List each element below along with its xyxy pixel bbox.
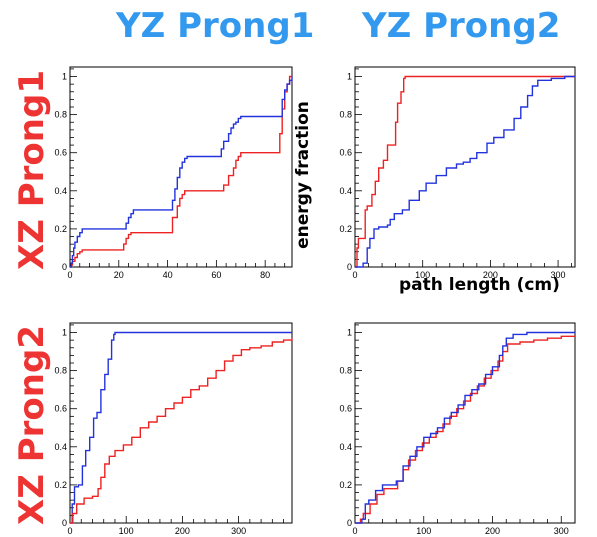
y-tick-label: 1 xyxy=(347,328,352,338)
y-tick-label: 0.2 xyxy=(54,224,67,234)
x-tick-label: 300 xyxy=(231,526,246,536)
series-line-red xyxy=(70,338,293,524)
x-tick-label: 100 xyxy=(119,526,134,536)
chart-panel-2: 0 100 200 300 0 0.2 0.4 0.6 0.8 1 xyxy=(339,66,576,280)
series-line-red xyxy=(355,335,575,524)
y-tick-label: 0.4 xyxy=(339,186,352,196)
chart-panel-4: 0 100 200 300 0 0.2 0.4 0.6 0.8 1 xyxy=(339,322,576,536)
plot-frame xyxy=(69,322,293,524)
series-line-blue xyxy=(355,331,575,524)
chart-panel-1: 0 20 40 60 80 0 0.2 0.4 0.6 0.8 1 xyxy=(54,66,293,280)
y-tick-label: 0 xyxy=(347,262,352,272)
x-tick-label: 0 xyxy=(67,270,72,280)
y-tick-label: 0 xyxy=(347,518,352,528)
column-title-yz-prong2: YZ Prong2 xyxy=(362,6,561,46)
y-tick-label: 1 xyxy=(347,72,352,82)
y-axis-label: energy fraction xyxy=(293,101,313,249)
y-tick-label: 0.8 xyxy=(339,110,352,120)
y-tick-label: 1 xyxy=(62,72,67,82)
series-line-blue xyxy=(70,76,293,268)
x-tick-label: 40 xyxy=(163,270,173,280)
y-tick-label: 0 xyxy=(62,518,67,528)
y-tick-label: 0.8 xyxy=(339,366,352,376)
y-tick-label: 0.6 xyxy=(54,404,67,414)
x-tick-label: 100 xyxy=(416,526,431,536)
plot-frame xyxy=(354,322,576,524)
series-line-red xyxy=(70,75,292,268)
y-tick-label: 0.2 xyxy=(54,480,67,490)
x-tick-label: 0 xyxy=(67,526,72,536)
y-tick-label: 0.4 xyxy=(54,186,67,196)
x-tick-label: 200 xyxy=(483,270,498,280)
y-tick-label: 1 xyxy=(62,328,67,338)
x-tick-label: 200 xyxy=(175,526,190,536)
x-tick-label: 0 xyxy=(352,526,357,536)
series-line-blue xyxy=(355,75,575,268)
y-tick-label: 0.8 xyxy=(54,366,67,376)
y-tick-label: 0.2 xyxy=(339,480,352,490)
y-tick-label: 0.8 xyxy=(54,110,67,120)
x-tick-label: 200 xyxy=(485,526,500,536)
y-tick-label: 0.6 xyxy=(339,404,352,414)
x-tick-label: 300 xyxy=(551,270,566,280)
x-tick-label: 20 xyxy=(114,270,124,280)
x-tick-label: 0 xyxy=(352,270,357,280)
series-line-red xyxy=(355,75,575,268)
y-tick-label: 0.6 xyxy=(54,148,67,158)
y-tick-label: 0.4 xyxy=(339,442,352,452)
plot-frame xyxy=(354,66,576,268)
x-tick-label: 60 xyxy=(211,270,221,280)
y-tick-label: 0.6 xyxy=(339,148,352,158)
column-title-yz-prong1: YZ Prong1 xyxy=(116,6,315,46)
y-tick-label: 0.4 xyxy=(54,442,67,452)
series-line-blue xyxy=(70,331,292,524)
x-tick-label: 300 xyxy=(554,526,569,536)
chart-panel-3: 0 100 200 300 0 0.2 0.4 0.6 0.8 1 xyxy=(54,322,293,536)
x-axis-label: path length (cm) xyxy=(399,275,560,295)
y-tick-label: 0 xyxy=(62,262,67,272)
x-tick-label: 100 xyxy=(415,270,430,280)
plot-frame xyxy=(69,66,293,268)
x-tick-label: 80 xyxy=(260,270,270,280)
y-tick-label: 0.2 xyxy=(339,224,352,234)
